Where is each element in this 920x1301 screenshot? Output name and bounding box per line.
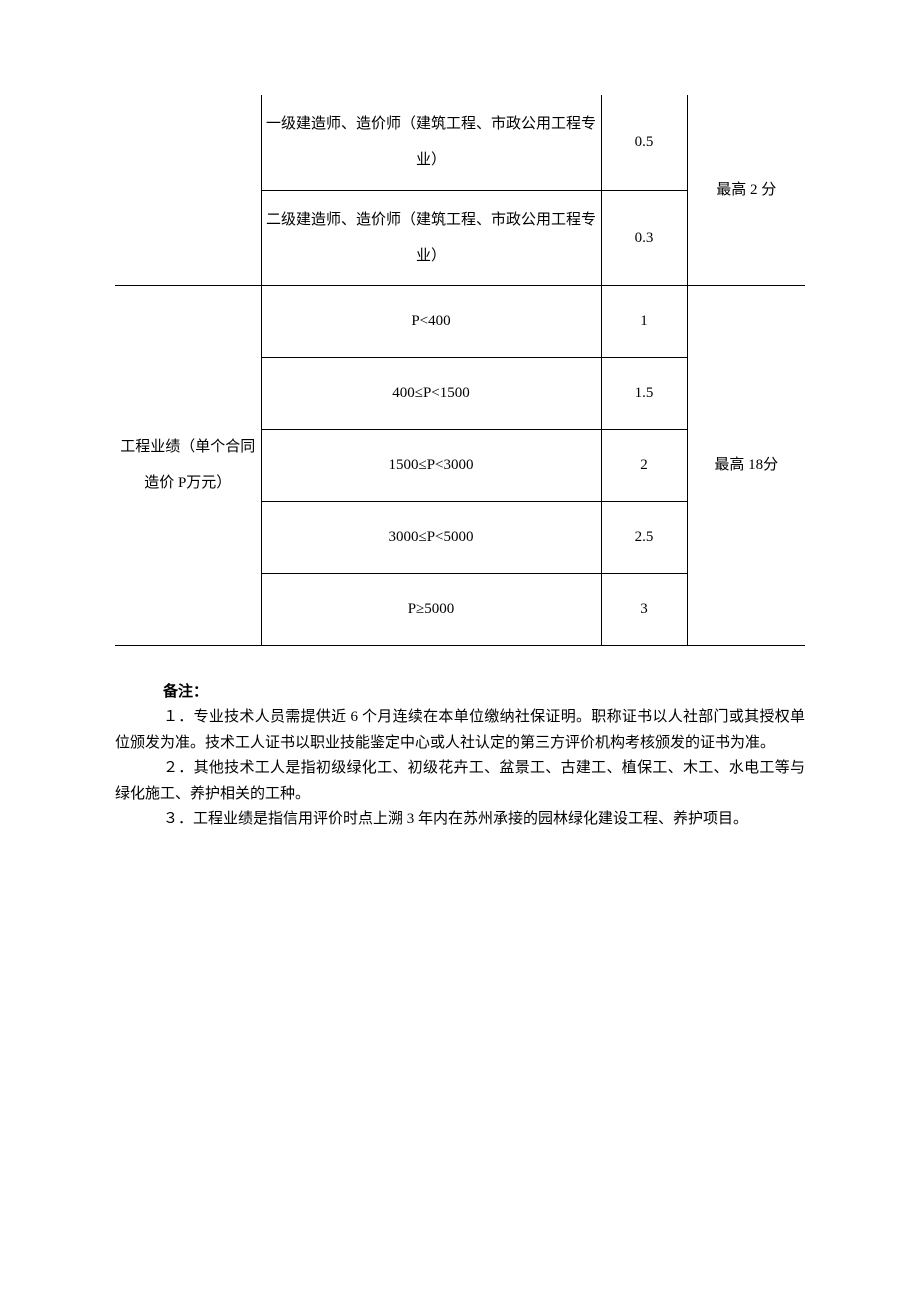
scoring-table: 一级建造师、造价师（建筑工程、市政公用工程专业） 0.5 最高 2 分 二级建造…	[115, 95, 805, 646]
perf-label-cell: P<400	[261, 285, 601, 357]
perf-label-cell: 3000≤P<5000	[261, 501, 601, 573]
perf-label-cell: 400≤P<1500	[261, 357, 601, 429]
cert-label-cell: 二级建造师、造价师（建筑工程、市政公用工程专业）	[261, 190, 601, 285]
perf-score-cell: 2	[601, 429, 687, 501]
cert-label-cell: 一级建造师、造价师（建筑工程、市政公用工程专业）	[261, 95, 601, 190]
perf-score-cell: 3	[601, 573, 687, 645]
perf-category-cell: 工程业绩（单个合同造价 P万元）	[115, 285, 261, 645]
table-row: 工程业绩（单个合同造价 P万元） P<400 1 最高 18分	[115, 285, 805, 357]
notes-item: １．专业技术人员需提供近 6 个月连续在本单位缴纳社保证明。职称证书以人社部门或…	[115, 705, 805, 756]
perf-score-cell: 2.5	[601, 501, 687, 573]
notes-item: ２．其他技术工人是指初级绿化工、初级花卉工、盆景工、古建工、植保工、木工、水电工…	[115, 756, 805, 807]
cert-score-cell: 0.3	[601, 190, 687, 285]
notes-section: 备注： １．专业技术人员需提供近 6 个月连续在本单位缴纳社保证明。职称证书以人…	[115, 680, 805, 833]
perf-label-cell: P≥5000	[261, 573, 601, 645]
notes-item: ３．工程业绩是指信用评价时点上溯 3 年内在苏州承接的园林绿化建设工程、养护项目…	[115, 807, 805, 833]
table-row: 一级建造师、造价师（建筑工程、市政公用工程专业） 0.5 最高 2 分	[115, 95, 805, 190]
cert-score-cell: 0.5	[601, 95, 687, 190]
perf-score-cell: 1.5	[601, 357, 687, 429]
perf-score-cell: 1	[601, 285, 687, 357]
cert-max-cell: 最高 2 分	[687, 95, 805, 285]
perf-max-cell: 最高 18分	[687, 285, 805, 645]
notes-title: 备注：	[115, 680, 805, 706]
perf-label-cell: 1500≤P<3000	[261, 429, 601, 501]
cert-category-cell	[115, 95, 261, 285]
